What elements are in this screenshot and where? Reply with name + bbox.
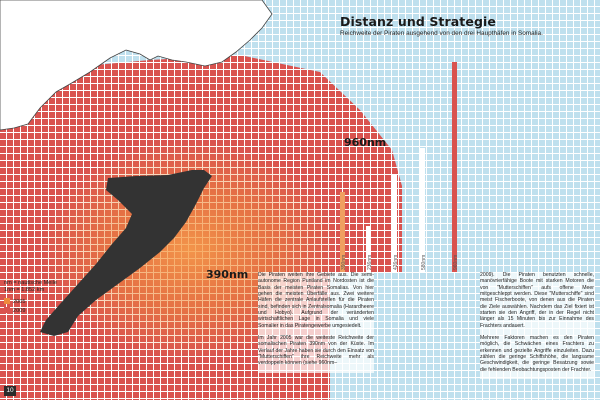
text-column-right: 2009). Die Piraten benutzten schnelle, m… xyxy=(480,272,594,380)
distance-bar-960nm xyxy=(452,62,457,272)
distance-bar-236nm xyxy=(366,226,371,272)
distance-bar-580nm xyxy=(420,148,425,272)
unit-note-line: 1nm = 1.852 km xyxy=(4,287,45,293)
distance-bar-label: 426nm xyxy=(393,255,399,270)
legend-swatch-2005 xyxy=(4,298,10,304)
text-column-left: Die Piraten weiten ihre Gebiete aus. Die… xyxy=(258,272,374,373)
distance-bar-390nm xyxy=(340,192,345,272)
body-paragraph: Im Jahr 2005 war die weiteste Reichweite… xyxy=(258,335,374,367)
legend-label: 2005 xyxy=(13,299,26,305)
legend-item-2009: 2009 xyxy=(4,307,25,314)
body-paragraph: Die Piraten weiten ihre Gebiete aus. Die… xyxy=(258,272,374,329)
legend-swatch-2009 xyxy=(4,307,10,313)
somalia-land xyxy=(40,170,212,336)
distance-bar-label: 580nm xyxy=(421,255,427,270)
distance-bar-label: 236nm xyxy=(367,255,373,270)
range-label-390nm: 390nm xyxy=(206,268,249,281)
africa-land xyxy=(0,0,273,131)
distance-bar-426nm xyxy=(392,174,397,272)
unit-note-line: nm = nautische Meile xyxy=(4,280,58,286)
distance-bar-label: 390nm xyxy=(341,255,347,270)
distance-bar-label: 960nm xyxy=(453,255,459,270)
page-subtitle: Reichweite der Piraten ausgehend von den… xyxy=(340,30,543,37)
body-paragraph: 2009). Die Piraten benutzten schnelle, m… xyxy=(480,272,594,329)
body-paragraph: Mehrere Faktoren machen es den Piraten m… xyxy=(480,335,594,373)
legend-item-2005: 2005 xyxy=(4,298,25,305)
distance-bars: 390nm 236nm 426nm 580nm 960nm xyxy=(340,62,459,272)
page-title: Distanz und Strategie xyxy=(340,14,496,29)
page-number: 10 xyxy=(4,386,16,396)
legend-label: 2009 xyxy=(13,308,26,314)
range-label-960nm: 960nm xyxy=(344,136,387,149)
